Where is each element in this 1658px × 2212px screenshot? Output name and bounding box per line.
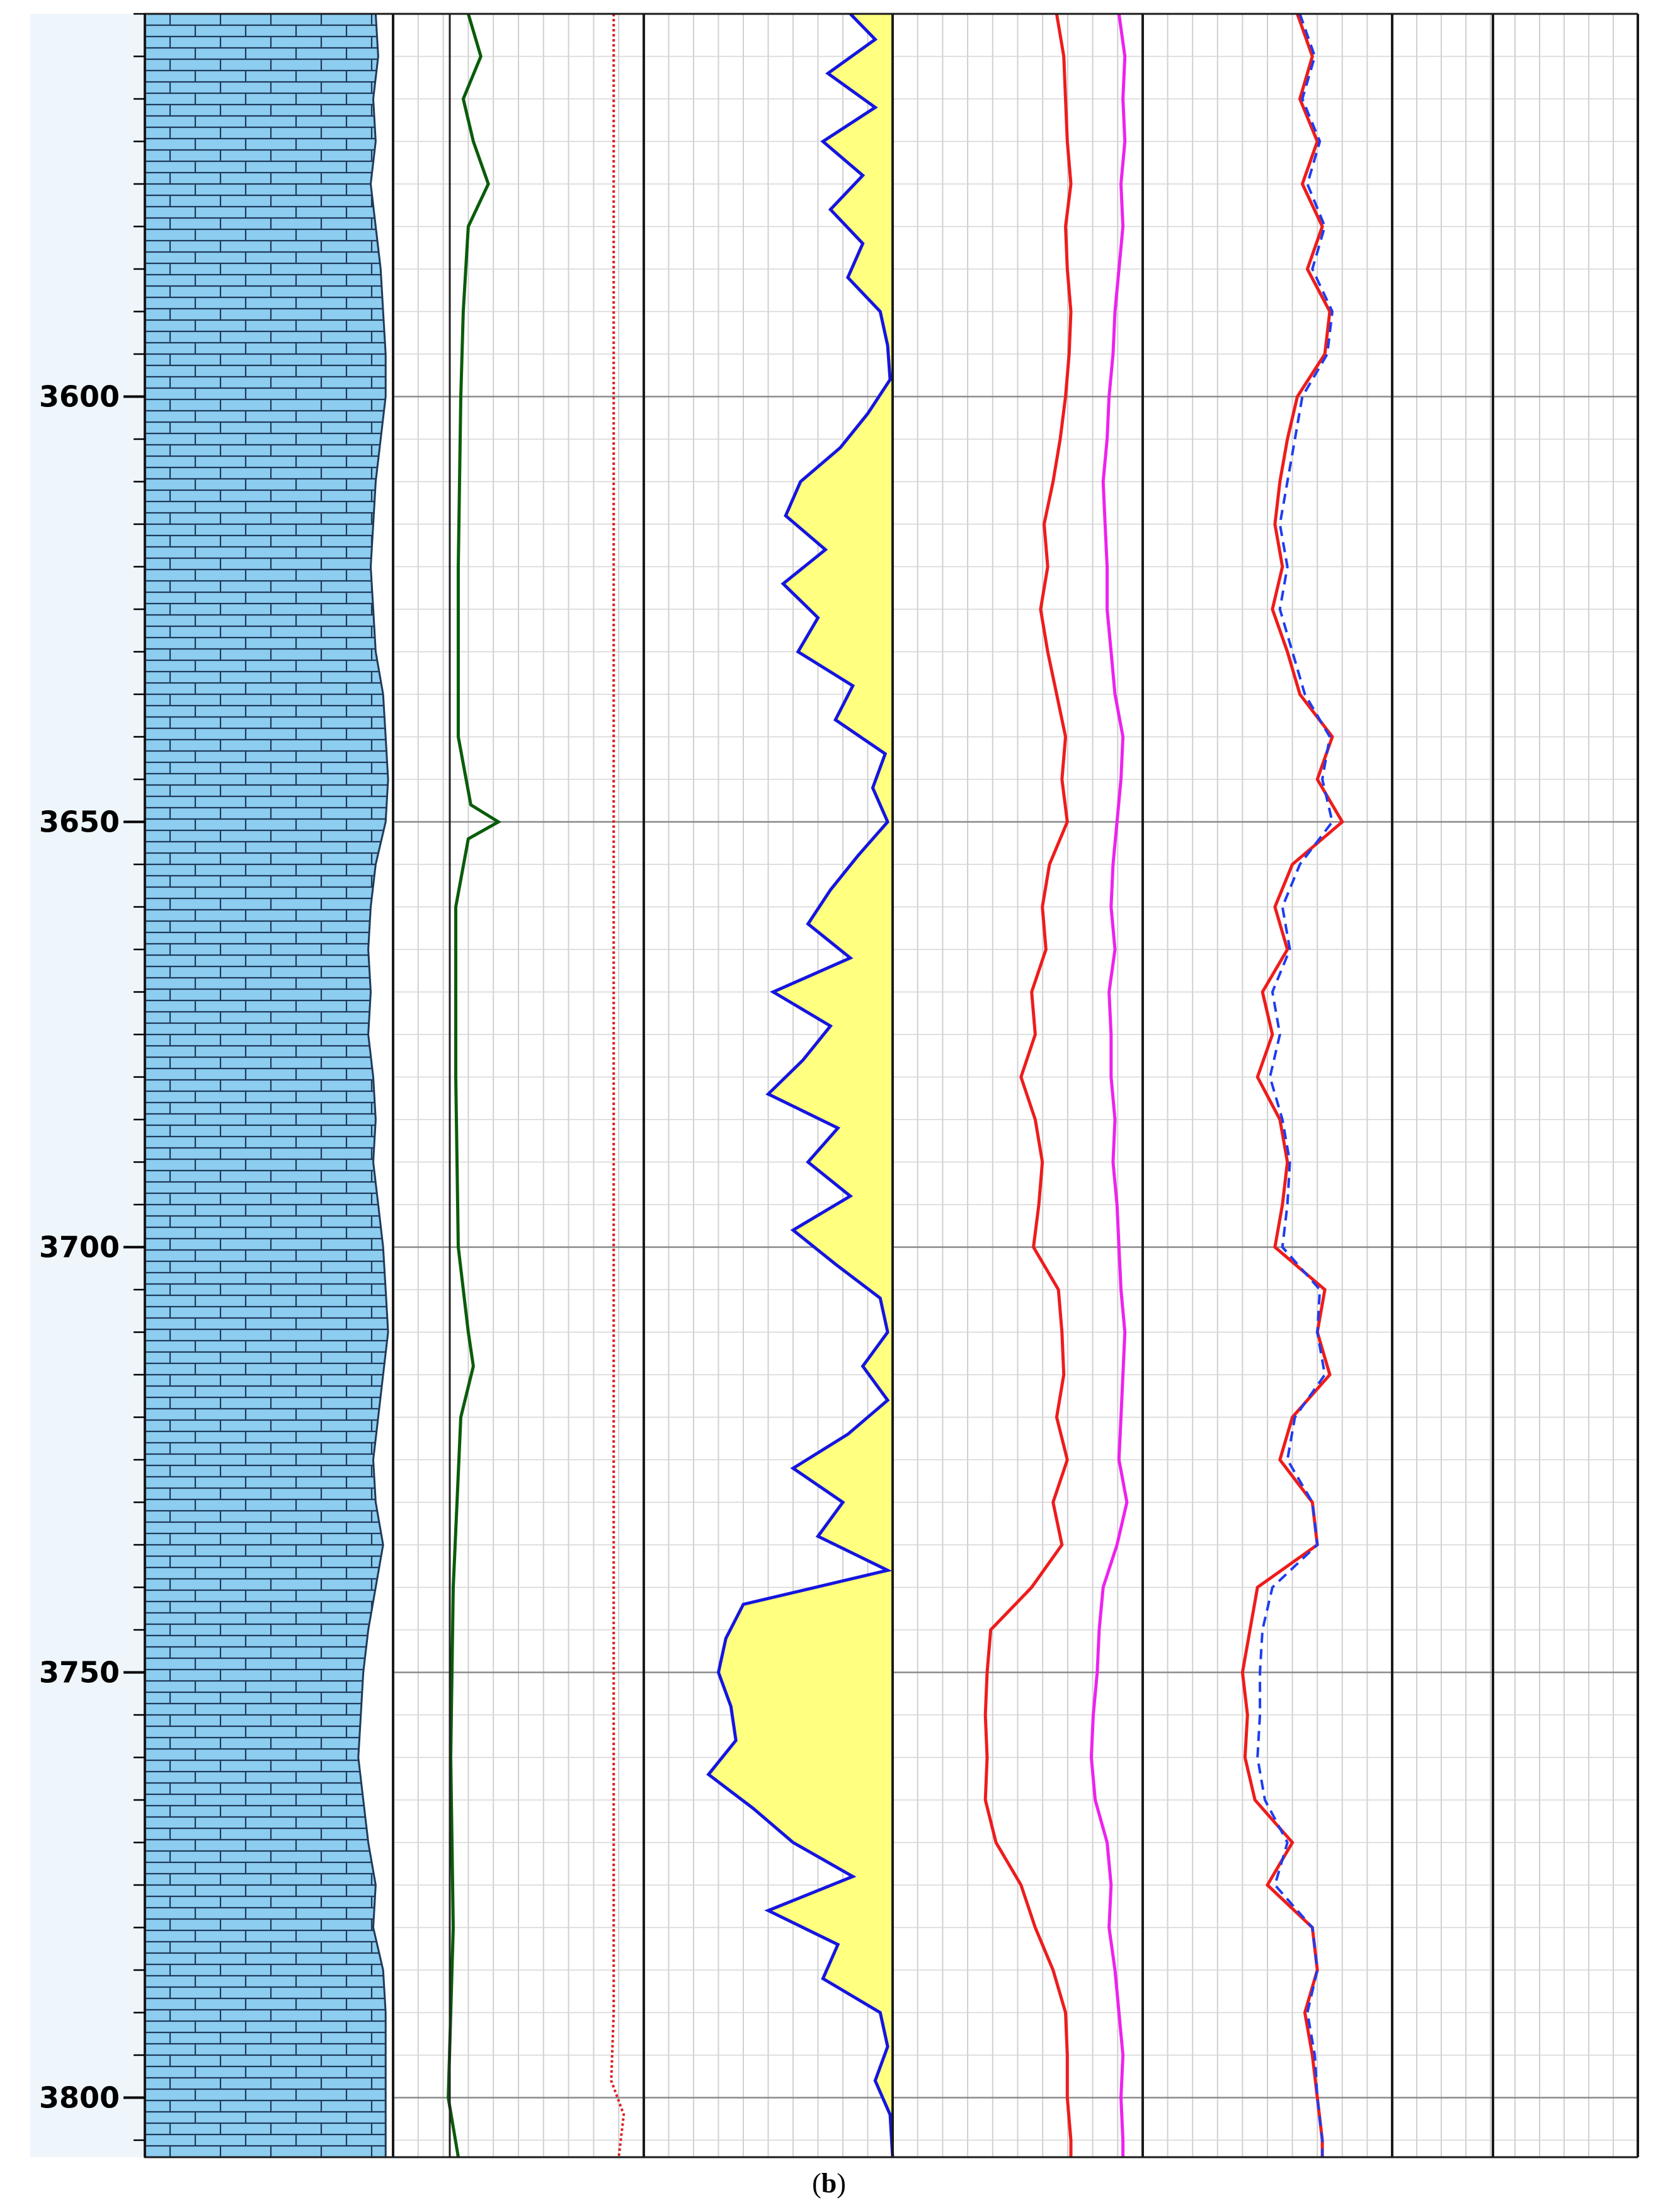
depth-tick-label: 3750 [39, 1656, 120, 1690]
lithology-fill [144, 13, 389, 2158]
depth-band [30, 14, 145, 2157]
gamma-curve [706, 13, 895, 2158]
caption-close: ) [837, 2168, 846, 2199]
green-curve [447, 13, 502, 2158]
figure-caption: (b) [0, 2167, 1658, 2199]
magenta-curve [1089, 13, 1129, 2157]
caption-letter: b [821, 2168, 837, 2199]
grid [392, 13, 1638, 2157]
red-curve [983, 13, 1073, 2157]
gamma-fill [708, 14, 893, 2157]
overlay-red-curve [1240, 13, 1345, 2157]
red-dotted-curve [610, 14, 626, 2158]
caption-open: ( [812, 2168, 821, 2199]
depth-tick-label: 3700 [39, 1230, 120, 1264]
depth-tick-label: 3650 [39, 805, 120, 839]
depth-axis: 3600 3650 3700 3750 3800 [39, 13, 145, 2141]
tracks [144, 13, 1639, 2158]
depth-tick-label: 3600 [39, 380, 120, 414]
dashed-blue-curve [1256, 13, 1334, 2157]
depth-tick-label: 3800 [39, 2081, 120, 2115]
